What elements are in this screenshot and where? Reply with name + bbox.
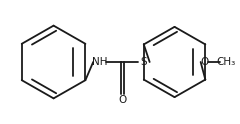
Text: S: S <box>140 57 147 67</box>
Text: CH₃: CH₃ <box>216 57 235 67</box>
Text: O: O <box>119 95 127 105</box>
Text: NH: NH <box>92 57 108 67</box>
Text: O: O <box>200 57 208 67</box>
